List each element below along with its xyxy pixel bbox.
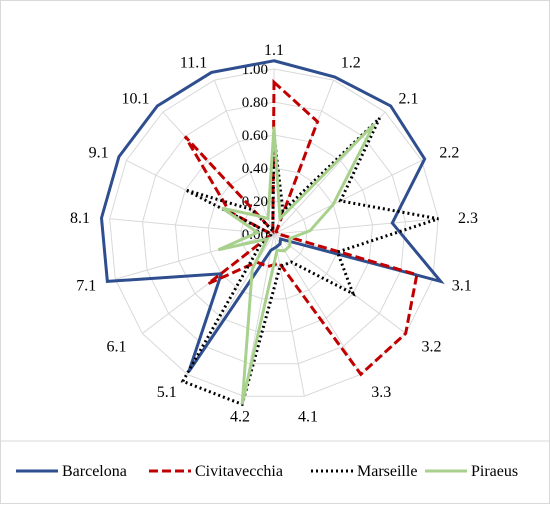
- radial-tick-labels: 0.000.200.400.600.801.00: [242, 62, 268, 243]
- series-line-marseille: [180, 117, 439, 407]
- axis-label: 8.1: [70, 210, 90, 227]
- grid-spoke: [109, 218, 275, 235]
- axis-label: 3.1: [452, 278, 472, 295]
- axis-label: 2.3: [458, 210, 478, 227]
- legend-item-civitavecchia: Civitavecchia: [149, 463, 283, 480]
- axis-label: 4.1: [298, 409, 318, 426]
- tick-label: 0.80: [242, 95, 268, 111]
- legend-label: Civitavecchia: [195, 463, 283, 480]
- grid-ring: [207, 167, 341, 300]
- axis-label: 1.2: [341, 55, 361, 72]
- axis-label: 5.1: [157, 384, 177, 401]
- axis-label: 11.1: [180, 55, 207, 72]
- legend-label: Piraeus: [471, 463, 518, 480]
- series-line-piraeus: [217, 123, 376, 405]
- grid-spoke: [273, 218, 439, 235]
- grid-spoke: [273, 233, 406, 334]
- grid-spoke: [273, 233, 362, 375]
- grid-spoke: [115, 233, 275, 280]
- grid-spoke: [273, 160, 422, 235]
- series-line-barcelona: [99, 59, 445, 373]
- series-lines: [99, 59, 445, 407]
- grid-ring: [142, 101, 406, 365]
- axis-label: 7.1: [76, 278, 96, 295]
- axis-label: 3.3: [371, 384, 391, 401]
- series-line-civitavecchia: [183, 78, 419, 377]
- axis-label: 10.1: [122, 90, 150, 107]
- legend-item-barcelona: Barcelona: [16, 463, 127, 480]
- tick-label: 0.60: [242, 128, 268, 144]
- axis-label: 2.2: [439, 145, 459, 162]
- legend: Barcelona Civitavecchia Marseille Piraeus: [16, 463, 518, 480]
- tick-label: 0.40: [242, 161, 268, 177]
- axis-label: 3.2: [421, 338, 441, 355]
- grid-ring: [109, 68, 439, 397]
- axis-label: 9.1: [89, 145, 109, 162]
- axis-label: 1.1: [264, 42, 284, 59]
- legend-item-piraeus: Piraeus: [425, 463, 518, 480]
- grid-spoke: [273, 233, 305, 397]
- legend-label: Marseille: [357, 463, 417, 480]
- axis-label: 6.1: [107, 338, 127, 355]
- grid-spoke: [213, 79, 275, 235]
- legend-label: Barcelona: [62, 463, 127, 480]
- legend-item-marseille: Marseille: [311, 463, 417, 480]
- axis-label: 4.2: [230, 409, 250, 426]
- grid-spoke: [126, 160, 275, 235]
- axis-label: 2.1: [398, 90, 418, 107]
- grid-ring: [174, 134, 374, 332]
- grid-spoke: [142, 233, 275, 334]
- axis-labels: 1.1 1.2 2.1 2.2 2.3 3.1 3.2 3.3 4.1 4.2 5.1 6.1 7.1 8…: [70, 42, 478, 425]
